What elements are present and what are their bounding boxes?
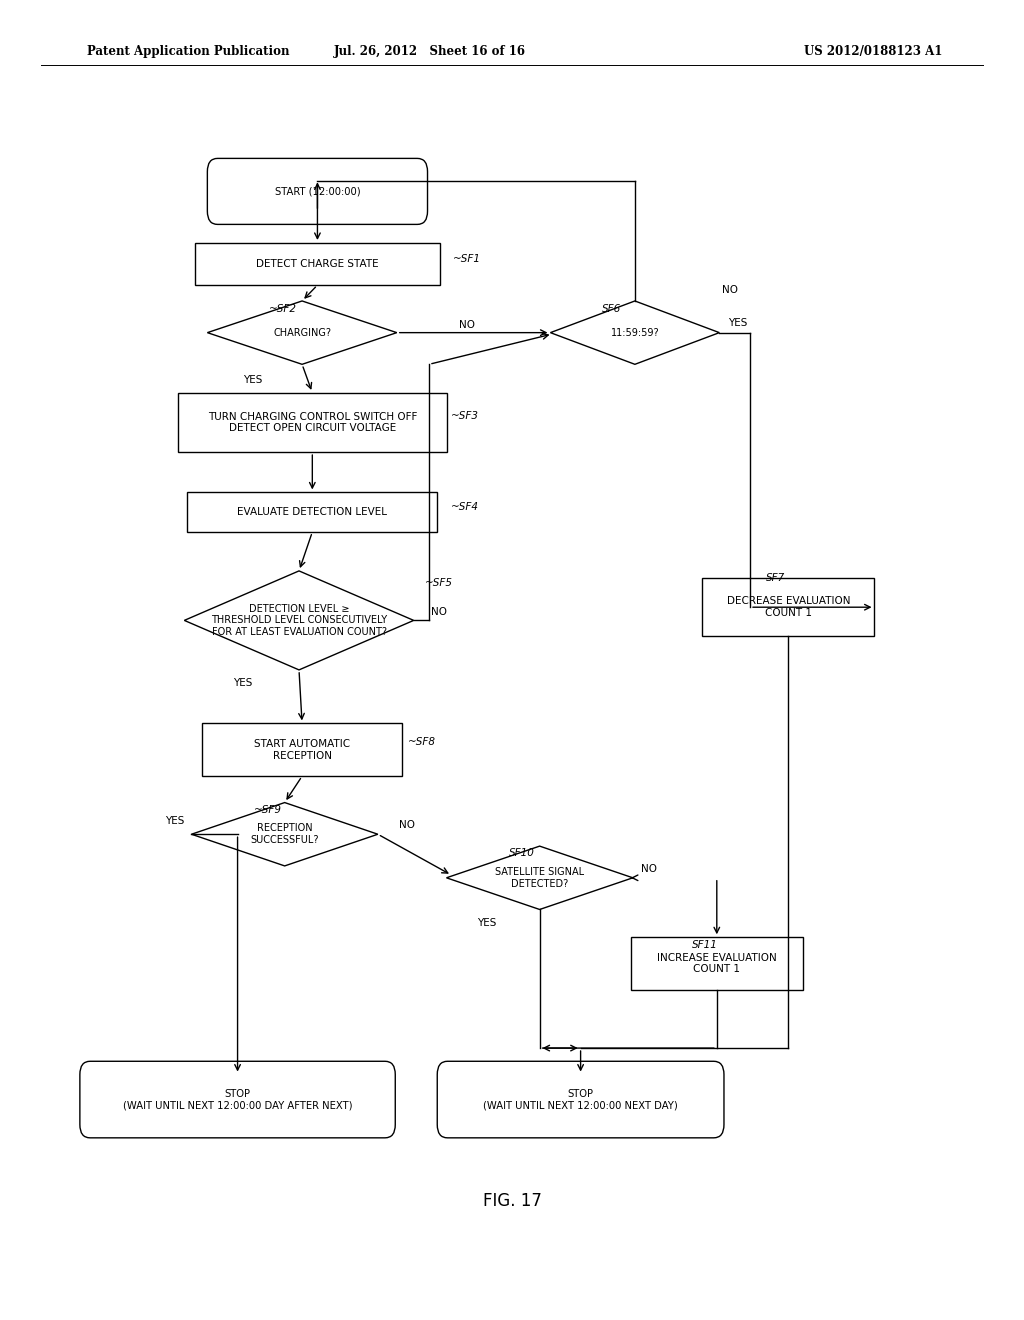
Bar — [631, 937, 803, 990]
Text: TURN CHARGING CONTROL SWITCH OFF
DETECT OPEN CIRCUIT VOLTAGE: TURN CHARGING CONTROL SWITCH OFF DETECT … — [208, 412, 417, 433]
Text: ~SF2: ~SF2 — [269, 304, 297, 314]
Text: NO: NO — [459, 319, 475, 330]
Text: ~SF9: ~SF9 — [254, 805, 282, 816]
Polygon shape — [191, 803, 378, 866]
Text: US 2012/0188123 A1: US 2012/0188123 A1 — [804, 45, 942, 58]
Text: Jul. 26, 2012   Sheet 16 of 16: Jul. 26, 2012 Sheet 16 of 16 — [334, 45, 526, 58]
Text: Patent Application Publication: Patent Application Publication — [87, 45, 290, 58]
Text: NO: NO — [431, 607, 447, 618]
Text: START (12:00:00): START (12:00:00) — [274, 186, 360, 197]
Text: DETECT CHARGE STATE: DETECT CHARGE STATE — [256, 259, 379, 269]
Bar — [187, 492, 437, 532]
Polygon shape — [551, 301, 719, 364]
Text: SATELLITE SIGNAL
DETECTED?: SATELLITE SIGNAL DETECTED? — [495, 867, 585, 888]
Text: ~SF3: ~SF3 — [451, 411, 478, 421]
Text: CHARGING?: CHARGING? — [273, 327, 331, 338]
Text: YES: YES — [233, 678, 252, 688]
Bar — [178, 392, 446, 451]
Text: INCREASE EVALUATION
COUNT 1: INCREASE EVALUATION COUNT 1 — [657, 953, 776, 974]
FancyBboxPatch shape — [207, 158, 428, 224]
Text: SF7: SF7 — [766, 573, 785, 583]
Text: DECREASE EVALUATION
COUNT 1: DECREASE EVALUATION COUNT 1 — [727, 597, 850, 618]
Bar — [195, 243, 440, 285]
Text: NO: NO — [398, 820, 415, 830]
Text: YES: YES — [244, 375, 262, 385]
Text: STOP
(WAIT UNTIL NEXT 12:00:00 NEXT DAY): STOP (WAIT UNTIL NEXT 12:00:00 NEXT DAY) — [483, 1089, 678, 1110]
Text: ~SF1: ~SF1 — [453, 253, 480, 264]
Text: SF6: SF6 — [602, 304, 622, 314]
FancyBboxPatch shape — [437, 1061, 724, 1138]
Text: DETECTION LEVEL ≥
THRESHOLD LEVEL CONSECUTIVELY
FOR AT LEAST EVALUATION COUNT?: DETECTION LEVEL ≥ THRESHOLD LEVEL CONSEC… — [211, 603, 387, 638]
Text: START AUTOMATIC
RECEPTION: START AUTOMATIC RECEPTION — [254, 739, 350, 760]
Text: ~SF8: ~SF8 — [408, 737, 435, 747]
Text: 11:59:59?: 11:59:59? — [610, 327, 659, 338]
Bar — [702, 578, 874, 636]
Polygon shape — [446, 846, 633, 909]
Text: NO: NO — [641, 863, 657, 874]
Text: RECEPTION
SUCCESSFUL?: RECEPTION SUCCESSFUL? — [251, 824, 318, 845]
Text: SF11: SF11 — [692, 940, 718, 950]
Text: YES: YES — [166, 816, 184, 826]
Text: NO: NO — [722, 285, 737, 296]
FancyBboxPatch shape — [80, 1061, 395, 1138]
Text: ~SF4: ~SF4 — [451, 502, 478, 512]
Text: STOP
(WAIT UNTIL NEXT 12:00:00 DAY AFTER NEXT): STOP (WAIT UNTIL NEXT 12:00:00 DAY AFTER… — [123, 1089, 352, 1110]
Bar — [202, 723, 402, 776]
Text: FIG. 17: FIG. 17 — [482, 1192, 542, 1210]
Text: YES: YES — [728, 318, 748, 329]
Text: ~SF5: ~SF5 — [425, 578, 453, 589]
Text: EVALUATE DETECTION LEVEL: EVALUATE DETECTION LEVEL — [238, 507, 387, 517]
Text: SF10: SF10 — [509, 847, 535, 858]
Text: YES: YES — [477, 917, 496, 928]
Polygon shape — [207, 301, 396, 364]
Polygon shape — [184, 570, 414, 671]
